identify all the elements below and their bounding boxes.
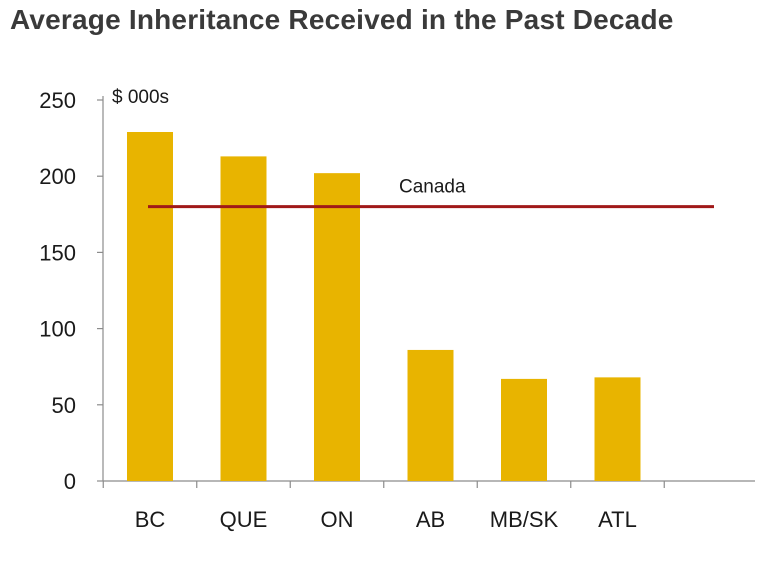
bar-que xyxy=(220,156,267,481)
bar-bc xyxy=(127,132,173,481)
y-tick-label: 250 xyxy=(39,88,76,113)
x-category-label: QUE xyxy=(220,507,268,532)
y-tick-label: 200 xyxy=(39,164,76,189)
y-tick-label: 0 xyxy=(64,469,76,494)
bars xyxy=(127,132,641,482)
bar-on xyxy=(314,173,360,482)
bar-atl xyxy=(594,377,641,481)
x-category-label: MB/SK xyxy=(490,507,559,532)
x-category-label: AB xyxy=(416,507,445,532)
x-category-label: BC xyxy=(135,507,166,532)
y-tick-label: 150 xyxy=(39,240,76,265)
x-category-label: ATL xyxy=(598,507,637,532)
reference-line-label: Canada xyxy=(399,177,466,198)
reference-line-group: Canada xyxy=(148,177,714,209)
bar-ab xyxy=(407,349,454,481)
bar-mb-sk xyxy=(501,378,547,481)
y-tick-label: 100 xyxy=(39,317,76,342)
y-axis-unit-label: $ 000s xyxy=(112,87,169,108)
y-axis-ticks: 0 50 100 150 200 250 xyxy=(39,88,103,494)
x-axis-labels: BC QUE ON AB MB/SK ATL xyxy=(135,507,637,532)
chart-title: Average Inheritance Received in the Past… xyxy=(10,4,674,35)
y-tick-label: 50 xyxy=(52,393,76,418)
x-category-label: ON xyxy=(321,507,354,532)
